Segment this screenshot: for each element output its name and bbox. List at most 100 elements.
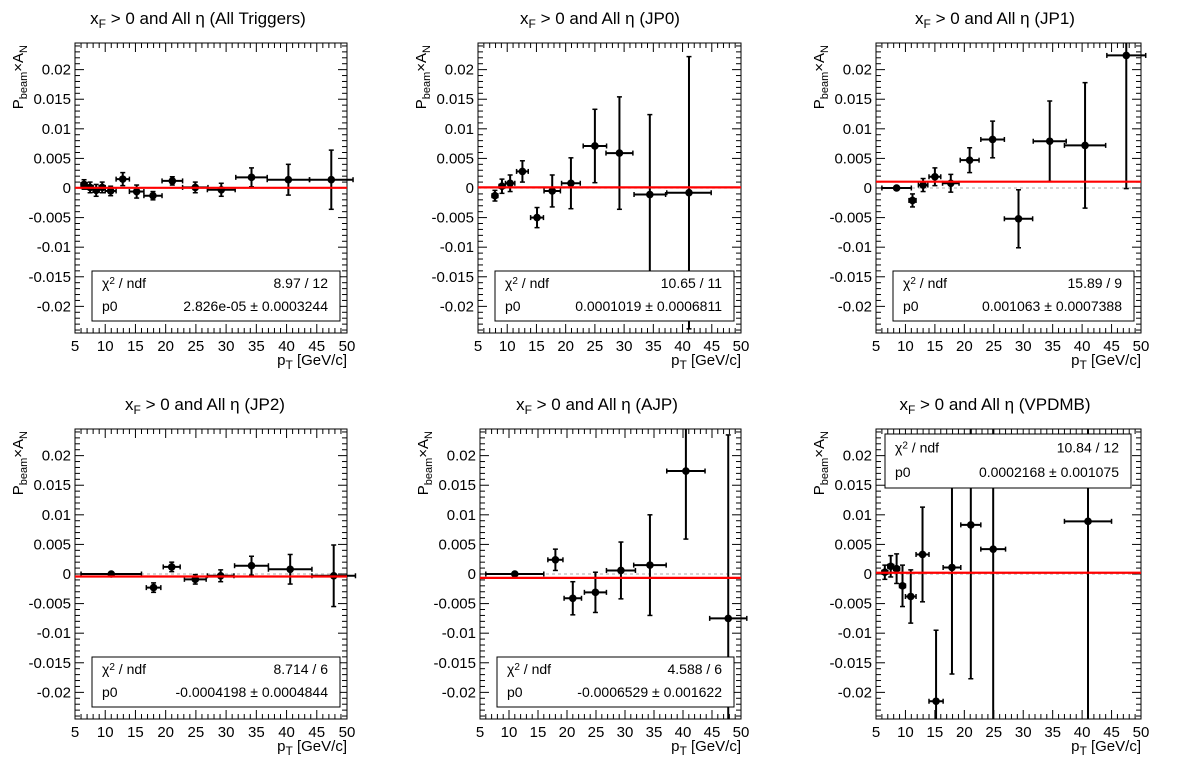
x-tick-label: 20 bbox=[956, 338, 973, 355]
marker bbox=[327, 175, 336, 184]
marker bbox=[80, 180, 88, 189]
data-point bbox=[504, 174, 516, 193]
marker bbox=[518, 167, 527, 176]
x-tick-label: 5 bbox=[71, 338, 79, 355]
y-tick-label: 0.015 bbox=[834, 91, 872, 108]
data-point bbox=[233, 555, 270, 576]
y-tick-label: 0.02 bbox=[42, 62, 71, 79]
data-point bbox=[633, 113, 667, 276]
data-point bbox=[942, 460, 962, 675]
stats-box: χ2 / ndf 15.89 / 9 p0 0.001063 ± 0.0007388 bbox=[892, 270, 1135, 322]
x-axis-label: pT [GeV/c] bbox=[277, 738, 347, 758]
marker bbox=[106, 187, 115, 195]
data-point bbox=[183, 573, 207, 585]
marker bbox=[1081, 141, 1089, 150]
panel-3: xF > 0 and All η (JP1) 0.02 0.015 0.01 0.005… bbox=[811, 9, 1149, 372]
data-point bbox=[904, 569, 917, 624]
y-axis-label: Pbeam×AN bbox=[413, 45, 433, 109]
y-tick-label: -0.005 bbox=[431, 210, 474, 227]
y-tick-label: 0.01 bbox=[843, 507, 872, 524]
marker bbox=[989, 545, 997, 553]
p0-label: p0 bbox=[903, 298, 919, 314]
stats-box-frame bbox=[494, 270, 735, 322]
x-tick-label: 15 bbox=[127, 338, 144, 355]
data-point bbox=[145, 582, 162, 594]
x-tick-label: 25 bbox=[985, 724, 1002, 741]
x-tick-label: 25 bbox=[587, 338, 604, 355]
y-tick-label: -0.01 bbox=[440, 239, 474, 256]
marker bbox=[948, 563, 956, 572]
x-tick-label: 45 bbox=[308, 338, 325, 355]
marker bbox=[892, 184, 901, 192]
data-point bbox=[267, 553, 313, 585]
x-tick-label: 15 bbox=[528, 338, 545, 355]
marker bbox=[498, 182, 506, 191]
x-tick-label: 45 bbox=[704, 724, 721, 741]
x-tick-label: 35 bbox=[1044, 338, 1061, 355]
marker bbox=[548, 187, 557, 195]
y-tick-label: 0 bbox=[466, 180, 474, 197]
stats-box: χ2 / ndf 10.65 / 11 p0 0.0001019 ± 0.000681… bbox=[494, 270, 735, 322]
y-tick-label: 0.005 bbox=[834, 150, 872, 167]
y-tick-label: -0.02 bbox=[838, 684, 872, 701]
marker bbox=[918, 550, 927, 559]
y-tick-label: -0.01 bbox=[442, 625, 476, 642]
marker bbox=[908, 196, 917, 205]
data-point bbox=[582, 108, 608, 184]
marker bbox=[247, 561, 256, 570]
stats-box-frame bbox=[91, 270, 341, 322]
y-tick-label: 0.01 bbox=[445, 121, 474, 138]
marker bbox=[946, 179, 955, 188]
x-tick-label: 5 bbox=[476, 724, 484, 741]
chi2-value: 10.65 / 11 bbox=[661, 275, 722, 291]
x-tick-label: 15 bbox=[530, 724, 547, 741]
marker bbox=[892, 564, 901, 573]
x-tick-label: 45 bbox=[308, 724, 325, 741]
p0-value: 0.0001019 ± 0.0006811 bbox=[575, 298, 722, 314]
x-tick-label: 40 bbox=[278, 338, 295, 355]
x-tick-label: 25 bbox=[188, 338, 205, 355]
panel-1: xF > 0 and All η (All Triggers)0.020.015… bbox=[10, 9, 355, 372]
marker bbox=[118, 175, 127, 183]
marker bbox=[511, 570, 519, 578]
x-tick-label: 20 bbox=[956, 724, 973, 741]
panel-4: xF > 0 and All η (JP2) 0.02 0.015 0.01 0.005… bbox=[10, 395, 357, 758]
panel-2: xF > 0 and All η (JP0) 0.02 0.015 0.01 0.005… bbox=[413, 9, 749, 372]
x-tick-label: 10 bbox=[897, 724, 914, 741]
marker bbox=[567, 179, 575, 188]
panel-6: xF > 0 and All η (VPDMB) 0.02 0.015 0.01 0.0… bbox=[811, 395, 1149, 758]
y-tick-label: -0.01 bbox=[37, 239, 71, 256]
marker bbox=[682, 467, 690, 475]
data-point bbox=[1063, 81, 1107, 209]
data-point bbox=[543, 174, 562, 208]
x-tick-label: 30 bbox=[218, 724, 235, 741]
y-tick-label: -0.015 bbox=[829, 269, 872, 286]
y-tick-label: 0.02 bbox=[42, 448, 71, 465]
p0-label: p0 bbox=[895, 464, 911, 480]
marker bbox=[284, 175, 293, 184]
data-point bbox=[980, 120, 1006, 159]
y-tick-label: 0 bbox=[864, 180, 872, 197]
chi2-value: 4.588 / 6 bbox=[668, 661, 723, 677]
data-point bbox=[1003, 189, 1034, 249]
x-axis-label: pT [GeV/c] bbox=[671, 738, 741, 758]
y-tick-label: -0.015 bbox=[829, 655, 872, 672]
data-point bbox=[666, 429, 706, 540]
y-tick-label: -0.005 bbox=[433, 596, 476, 613]
marker bbox=[533, 213, 541, 222]
x-tick-label: 50 bbox=[1133, 338, 1150, 355]
x-tick-label: 20 bbox=[157, 338, 174, 355]
marker bbox=[591, 588, 600, 597]
x-tick-label: 30 bbox=[218, 338, 235, 355]
p0-value: 0.0002168 ± 0.001075 bbox=[979, 464, 1119, 480]
x-tick-label: 25 bbox=[985, 338, 1002, 355]
y-tick-label: 0 bbox=[63, 566, 71, 583]
x-tick-label: 30 bbox=[1015, 338, 1032, 355]
y-tick-label: 0.015 bbox=[33, 477, 71, 494]
data-point bbox=[162, 561, 181, 573]
data-point bbox=[1032, 100, 1067, 183]
y-axis-label: Pbeam×AN bbox=[10, 431, 30, 495]
y-tick-label: -0.015 bbox=[431, 269, 474, 286]
marker bbox=[617, 566, 625, 575]
chi2-label: χ2 / ndf bbox=[102, 661, 146, 677]
